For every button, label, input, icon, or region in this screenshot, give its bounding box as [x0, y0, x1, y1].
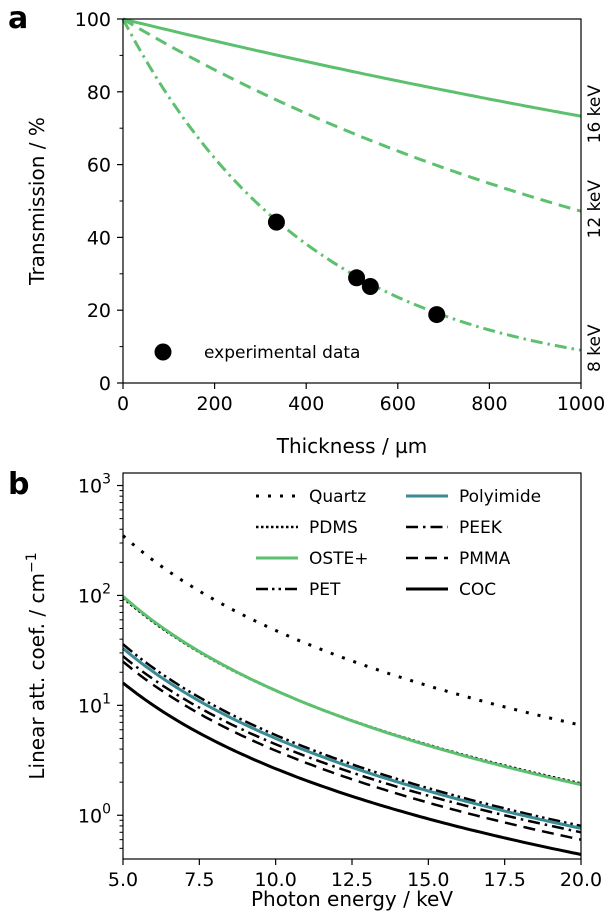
x-tick-label: 7.5 [184, 869, 214, 891]
panel-b-y-axis-label: Linear att. coef. / cm−1 [24, 552, 49, 779]
legend-label-quartz: Quartz [309, 487, 366, 507]
data-point-1 [267, 213, 285, 231]
panel-a-plot-area [121, 17, 582, 352]
y-tick-label: 80 [87, 82, 111, 104]
legend-label-pmma: PMMA [459, 549, 511, 569]
x-tick-label: 400 [288, 393, 324, 415]
energy-label-16-kev: 16 keV [585, 85, 605, 144]
series-line-12-kev [122, 17, 582, 213]
series-line-pet [122, 643, 582, 828]
x-tick-label: 15.0 [407, 869, 449, 891]
y-tick-label: 20 [87, 300, 111, 322]
data-point-4 [428, 306, 446, 324]
x-tick-label: 1000 [557, 393, 605, 415]
panel-a-letter: a [8, 1, 28, 36]
legend-label-experimental-data: experimental data [204, 343, 360, 363]
y-tick-label: 101 [78, 691, 111, 717]
panel-b-y-axis-label-main: Linear att. coef. / cm [25, 573, 49, 780]
series-line-peek [122, 655, 582, 834]
x-tick-label: 10.0 [255, 869, 297, 891]
legend-label-pdms: PDMS [309, 518, 358, 538]
x-tick-label: 200 [196, 393, 232, 415]
panel-a-legend: experimental data [154, 343, 360, 363]
legend-label-polyimide: Polyimide [459, 487, 541, 507]
energy-label-12-kev: 12 keV [585, 180, 605, 239]
panel-b-legend: Quartz Polyimide PDMS PEEK OSTE+ PMMA PET COC [256, 487, 541, 600]
y-tick-label: 102 [78, 581, 111, 607]
y-tick-label: 60 [87, 155, 111, 177]
y-tick-label: 100 [75, 9, 111, 31]
legend-label-peek: PEEK [459, 518, 503, 538]
series-line-pdms [122, 596, 582, 785]
data-point-3 [361, 278, 379, 296]
panel-b-y-axis-label-sup: −1 [24, 552, 40, 573]
legend-label-oste: OSTE+ [309, 549, 369, 569]
panel-a-y-axis-label: Transmission / % [25, 117, 49, 286]
panel-b-y-ticks: 100 101 102 103 [78, 472, 123, 849]
x-tick-label: 0 [117, 393, 129, 415]
panel-a: a 0 200 400 600 800 1000 0 20 40 60 80 100 Thickne… [8, 1, 605, 458]
legend-label-coc: COC [459, 580, 496, 600]
series-line-pmma [122, 660, 582, 841]
y-tick-label: 100 [78, 801, 111, 827]
panel-a-x-axis-label: Thickness / µm [276, 434, 428, 458]
series-line-coc [122, 681, 582, 856]
panel-a-frame [122, 18, 582, 384]
y-tick-label: 40 [87, 227, 111, 249]
legend-label-pet: PET [309, 580, 341, 600]
panel-a-x-ticks: 0 200 400 600 800 1000 [117, 383, 605, 415]
y-tick-label: 103 [78, 472, 111, 498]
x-tick-label: 600 [380, 393, 416, 415]
series-line-quartz [122, 534, 582, 727]
panel-b-x-ticks: 5.0 7.5 10.0 12.5 15.0 17.5 20.0 [108, 859, 602, 891]
panel-b: b 5.0 7.5 10.0 12.5 15.0 17.5 20.0 10010110210… [8, 467, 602, 911]
x-tick-label: 17.5 [484, 869, 526, 891]
panel-a-energy-labels: 16 keV 12 keV 8 keV [585, 85, 605, 372]
panel-b-plot-area [122, 534, 582, 856]
series-line-8-kev [121, 18, 582, 352]
legend-marker-experimental-data [154, 343, 172, 361]
data-point-2 [348, 269, 366, 287]
energy-label-8-kev: 8 keV [585, 324, 605, 372]
panel-b-letter: b [8, 467, 29, 502]
x-tick-label: 5.0 [108, 869, 138, 891]
y-tick-label: 0 [99, 373, 111, 395]
x-tick-label: 800 [471, 393, 507, 415]
x-tick-label: 12.5 [331, 869, 373, 891]
series-line-16-kev [122, 17, 582, 118]
series-line-oste [122, 595, 582, 787]
panel-b-x-axis-label: Photon energy / keV [251, 887, 453, 911]
series-line-polyimide [122, 647, 582, 830]
x-tick-label: 20.0 [560, 869, 602, 891]
panel-a-y-ticks: 0 20 40 60 80 100 [75, 9, 123, 395]
